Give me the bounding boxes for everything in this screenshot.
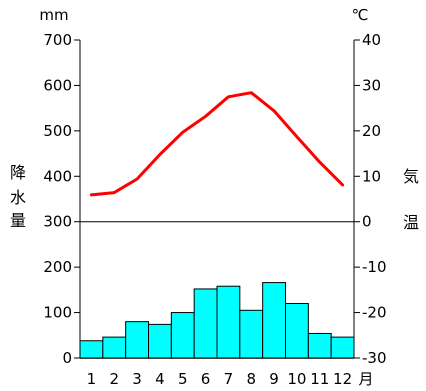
- precip-bar-12: [330, 336, 355, 359]
- x-tick-label-6: 6: [201, 370, 211, 388]
- right-tick-label--30: -30: [362, 349, 387, 367]
- x-tick-label-3: 3: [132, 370, 142, 388]
- x-tick-label-5: 5: [178, 370, 188, 388]
- x-tick-label-9: 9: [269, 370, 279, 388]
- precipitation-bars: [79, 282, 355, 359]
- x-tick-label-8: 8: [246, 370, 256, 388]
- x-tick-label-7: 7: [224, 370, 234, 388]
- precip-bar-6: [193, 288, 218, 359]
- left-tick-label-0: 0: [62, 349, 72, 367]
- precip-bar-8: [239, 309, 264, 359]
- left-tick-label-700: 700: [43, 31, 72, 49]
- x-tick-label-2: 2: [109, 370, 119, 388]
- left-tick-label-400: 400: [43, 167, 72, 185]
- precip-axis-label-char: 量: [10, 211, 26, 230]
- temperature-series: [89, 91, 345, 197]
- precip-bar-9: [262, 282, 286, 359]
- right-tick-label-0: 0: [362, 213, 372, 231]
- x-tick-label-11: 11: [310, 370, 329, 388]
- right-tick-label-40: 40: [362, 31, 381, 49]
- precip-axis-label-char: 降: [10, 163, 26, 182]
- left-axis-ticks: 0 100 200 300 400 500 600 700: [43, 31, 80, 367]
- x-tick-label-10: 10: [287, 370, 306, 388]
- x-tick-label-1: 1: [87, 370, 97, 388]
- x-tick-label-12: 12: [333, 370, 352, 388]
- right-tick-label--10: -10: [362, 258, 387, 276]
- temperature-line: [89, 91, 345, 197]
- left-tick-label-600: 600: [43, 76, 72, 94]
- left-tick-label-500: 500: [43, 122, 72, 140]
- precip-bar-2: [102, 336, 127, 359]
- x-axis-unit: 月: [358, 370, 373, 388]
- left-tick-label-200: 200: [43, 258, 72, 276]
- x-axis-ticks: 1 2 3 4 5 6 7 8 9 10 11 12 月: [87, 370, 374, 388]
- precip-bar-4: [148, 323, 172, 359]
- x-tick-label-4: 4: [155, 370, 165, 388]
- right-tick-label-20: 20: [362, 122, 381, 140]
- right-tick-label--20: -20: [362, 304, 387, 322]
- temp-axis-label-char: 温: [403, 213, 419, 232]
- precip-bar-5: [170, 312, 195, 359]
- axis-labels: mm ℃ 降水量 気温: [10, 6, 419, 232]
- precip-bar-11: [307, 332, 332, 359]
- left-tick-label-100: 100: [43, 304, 72, 322]
- temp-unit-label: ℃: [352, 6, 369, 24]
- precip-bar-3: [125, 321, 149, 359]
- right-axis-ticks: -30 -20 -10 0 10 20 30 40: [354, 31, 387, 367]
- precip-axis-label-char: 水: [10, 188, 26, 207]
- left-tick-label-300: 300: [43, 213, 72, 231]
- temp-axis-label-char: 気: [403, 167, 419, 186]
- precip-unit-label: mm: [39, 6, 68, 24]
- precip-bar-7: [216, 285, 241, 359]
- right-tick-label-30: 30: [362, 76, 381, 94]
- precip-bar-10: [285, 302, 309, 359]
- precip-bar-1: [79, 340, 104, 359]
- right-tick-label-10: 10: [362, 167, 381, 185]
